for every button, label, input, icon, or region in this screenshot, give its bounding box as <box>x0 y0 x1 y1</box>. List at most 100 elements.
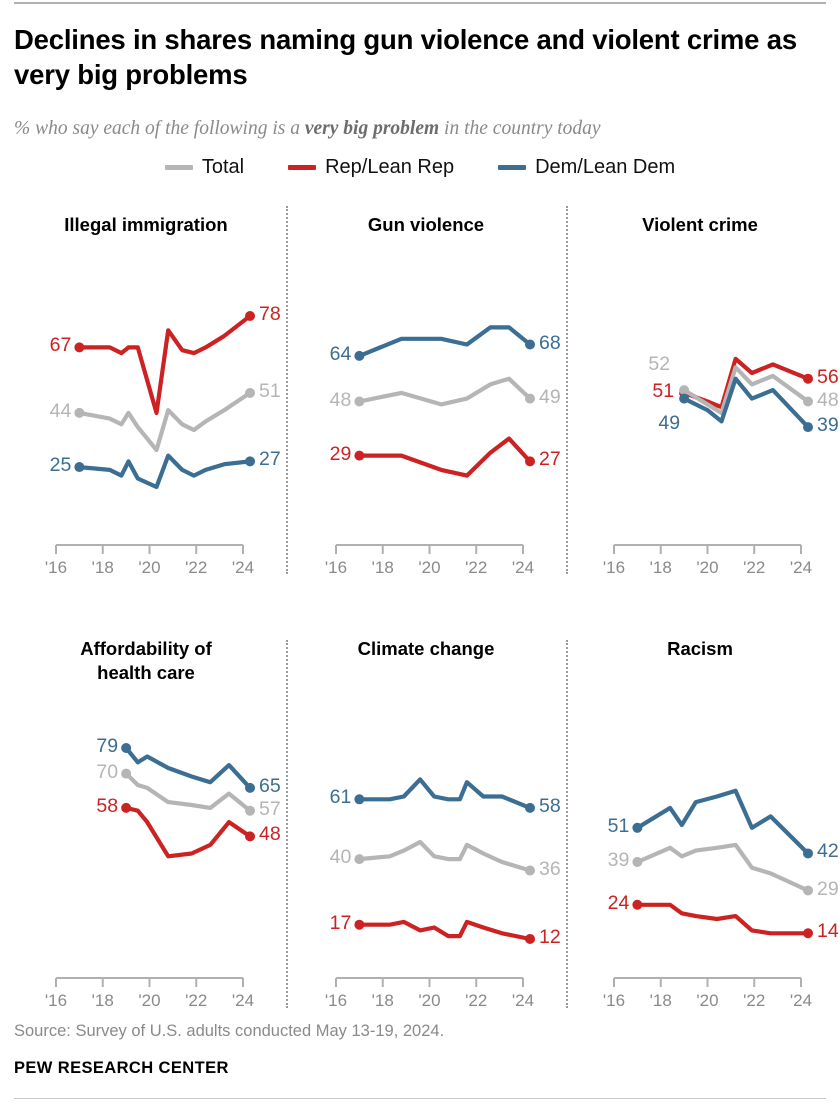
x-axis-tick-label: '22 <box>465 991 488 1010</box>
x-axis-tick-label: '16 <box>44 991 68 1010</box>
x-axis-tick-label: '22 <box>185 991 208 1010</box>
x-axis-tick-label: '24 <box>231 558 255 577</box>
panel-title-gun-violence: Gun violence <box>367 214 485 235</box>
panel-separator-3 <box>286 640 288 1008</box>
series-end-value-label: 48 <box>259 823 281 846</box>
series-endpoint-dot <box>121 802 132 813</box>
series-endpoint-dot <box>803 928 814 939</box>
series-endpoint-dot <box>525 865 536 876</box>
x-axis-tick-label: '24 <box>511 991 535 1010</box>
x-axis-tick-label: '24 <box>789 558 813 577</box>
series-end-value-label: 48 <box>817 388 839 411</box>
series-line <box>357 839 533 873</box>
series-start-value-label: 29 <box>329 442 352 465</box>
series-start-value-label: 64 <box>329 342 352 365</box>
series-endpoint-dot <box>632 822 643 833</box>
series-line <box>682 365 811 415</box>
x-axis-tick-label: '22 <box>185 558 208 577</box>
series-end-value-label: 51 <box>259 379 281 402</box>
series-start-value-label: 58 <box>96 794 119 817</box>
series-start-value-label: 52 <box>648 353 671 376</box>
page-title: Declines in shares naming gun violence a… <box>14 24 797 91</box>
panel-title-violent-crime: Violent crime <box>642 214 758 235</box>
x-axis-tick-label: '24 <box>511 558 535 577</box>
series-start-value-label: 39 <box>607 849 630 871</box>
series-endpoint-dot <box>354 919 365 930</box>
series-endpoint-dot <box>245 456 256 467</box>
legend-label-total: Total <box>201 156 245 178</box>
panel-title-illegal-immigration: Illegal immigration <box>64 214 228 235</box>
series-line <box>124 805 253 859</box>
legend-swatch-icon-rep <box>288 165 317 170</box>
series-end-value-label: 14 <box>817 920 839 943</box>
series-start-value-label: 24 <box>607 891 630 914</box>
series-end-value-label: 27 <box>259 448 281 471</box>
x-axis-tick-label: '16 <box>602 558 626 577</box>
series-endpoint-dot <box>525 456 536 467</box>
series-line <box>357 777 533 810</box>
x-axis-tick-label: '22 <box>743 558 766 577</box>
series-line <box>357 919 533 942</box>
x-axis-tick-label: '20 <box>138 558 161 577</box>
series-line <box>682 376 811 430</box>
series-endpoint-dot <box>245 311 256 321</box>
legend-swatch-icon-total <box>164 165 193 170</box>
source-note: Source: Survey of U.S. adults conducted … <box>14 1022 445 1040</box>
series-start-value-label: 79 <box>96 735 119 757</box>
series-endpoint-dot <box>632 857 643 867</box>
series-line <box>635 788 811 856</box>
series-start-value-label: 51 <box>652 379 675 402</box>
series-endpoint-dot <box>525 802 536 813</box>
series-end-value-label: 78 <box>259 303 281 325</box>
series-line <box>635 842 811 893</box>
x-axis-tick-label: '16 <box>324 558 348 577</box>
panel-title-racism: Racism <box>667 638 733 659</box>
series-endpoint-dot <box>245 805 256 816</box>
series-start-value-label: 61 <box>329 786 352 809</box>
x-axis-tick-label: '16 <box>324 991 348 1010</box>
panel-separator-2 <box>566 206 568 574</box>
series-endpoint-dot <box>354 350 365 361</box>
subtitle-post: in the country today <box>439 118 601 139</box>
series-end-value-label: 27 <box>539 448 561 471</box>
series-end-value-label: 58 <box>539 794 561 817</box>
series-start-value-label: 48 <box>329 388 352 411</box>
series-line <box>635 902 811 936</box>
x-axis-tick-label: '16 <box>602 991 626 1010</box>
x-axis-tick-label: '24 <box>789 991 813 1010</box>
x-axis-tick-label: '18 <box>91 558 114 577</box>
x-axis-tick-label: '24 <box>231 991 255 1010</box>
series-line <box>77 313 253 415</box>
series-end-value-label: 65 <box>259 774 281 797</box>
series-endpoint-dot <box>121 743 132 753</box>
series-end-value-label: 56 <box>817 365 839 388</box>
series-start-value-label: 49 <box>658 411 681 434</box>
x-axis-tick-label: '18 <box>371 991 394 1010</box>
series-start-value-label: 17 <box>329 911 352 934</box>
legend-item-total: Total <box>164 156 245 179</box>
series-end-value-label: 29 <box>817 877 839 900</box>
legend-item-rep: Rep/Lean Rep <box>288 156 454 179</box>
series-line <box>124 745 253 790</box>
series-endpoint-dot <box>74 462 85 473</box>
x-axis-tick-label: '16 <box>44 558 68 577</box>
series-line <box>682 356 811 410</box>
series-line <box>77 453 253 490</box>
x-axis-tick-label: '18 <box>649 558 672 577</box>
series-endpoint-dot <box>74 407 85 418</box>
x-axis-tick-label: '18 <box>371 558 394 577</box>
subtitle-pre: % who say each of the following is a <box>14 118 305 139</box>
x-axis-tick-label: '20 <box>418 558 441 577</box>
series-endpoint-dot <box>525 339 536 350</box>
series-endpoint-dot <box>525 933 536 944</box>
series-end-value-label: 39 <box>817 414 839 437</box>
x-axis-tick-label: '18 <box>91 991 114 1010</box>
chart-legend: Total Rep/Lean Rep Dem/Lean Dem <box>0 156 840 179</box>
series-start-value-label: 70 <box>96 760 119 783</box>
series-line <box>124 771 253 813</box>
series-start-value-label: 25 <box>49 454 72 477</box>
x-axis-tick-label: '20 <box>418 991 441 1010</box>
bottom-rule <box>14 1098 826 1099</box>
x-axis-tick-label: '20 <box>696 991 719 1010</box>
